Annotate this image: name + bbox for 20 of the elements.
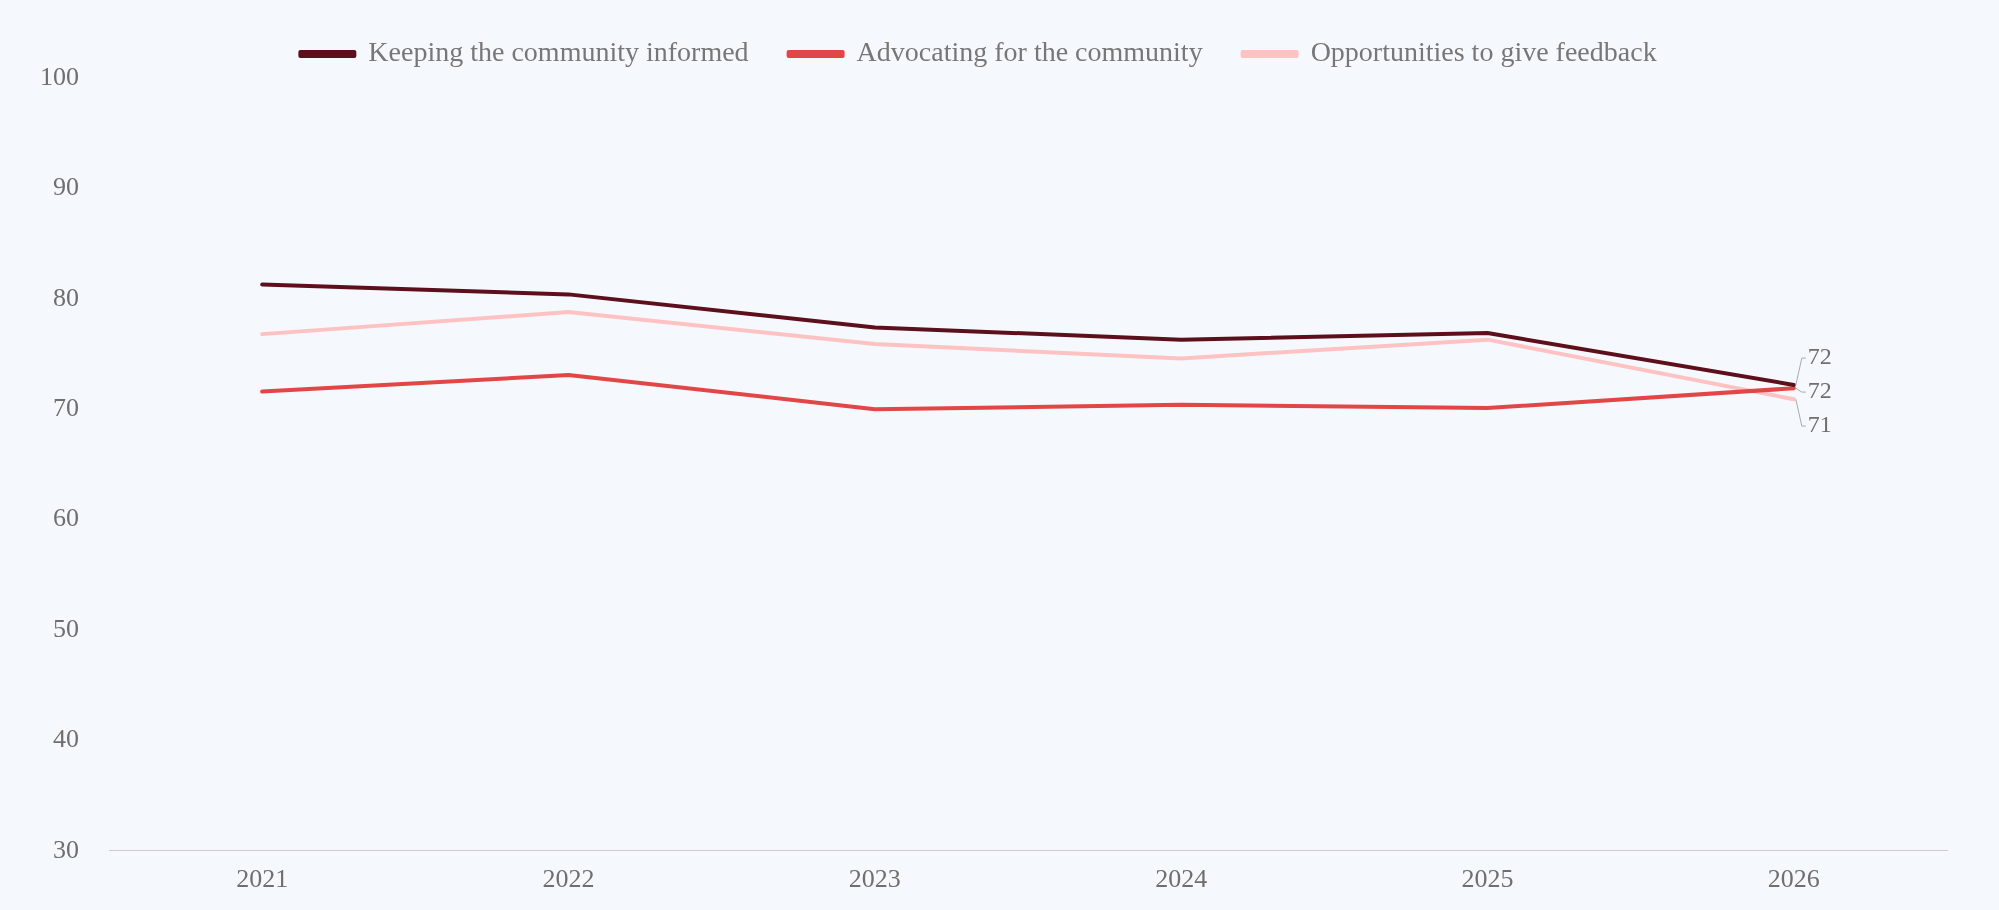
y-tick-label: 30 [53, 834, 79, 864]
y-tick-label: 90 [53, 172, 79, 202]
y-tick-label: 80 [53, 282, 79, 312]
x-tick-label: 2026 [1767, 864, 1820, 894]
x-tick-label: 2023 [848, 864, 901, 894]
legend-label: Opportunities to give feedback [1310, 36, 1657, 68]
data-label: 72 [1807, 343, 1832, 370]
y-tick-label: 100 [40, 61, 79, 91]
legend-label: Keeping the community informed [368, 36, 749, 68]
y-tick-label: 50 [53, 613, 79, 643]
y-tick-label: 40 [53, 724, 79, 754]
legend-label: Advocating for the community [856, 36, 1203, 68]
data-label: 71 [1807, 411, 1832, 438]
data-label: 72 [1807, 377, 1832, 404]
x-tick-label: 2025 [1461, 864, 1514, 894]
x-tick-label: 2022 [542, 864, 595, 894]
y-tick-label: 70 [53, 393, 79, 423]
x-tick-label: 2024 [1155, 864, 1208, 894]
x-tick-label: 2021 [236, 864, 289, 894]
y-tick-label: 60 [53, 503, 79, 533]
